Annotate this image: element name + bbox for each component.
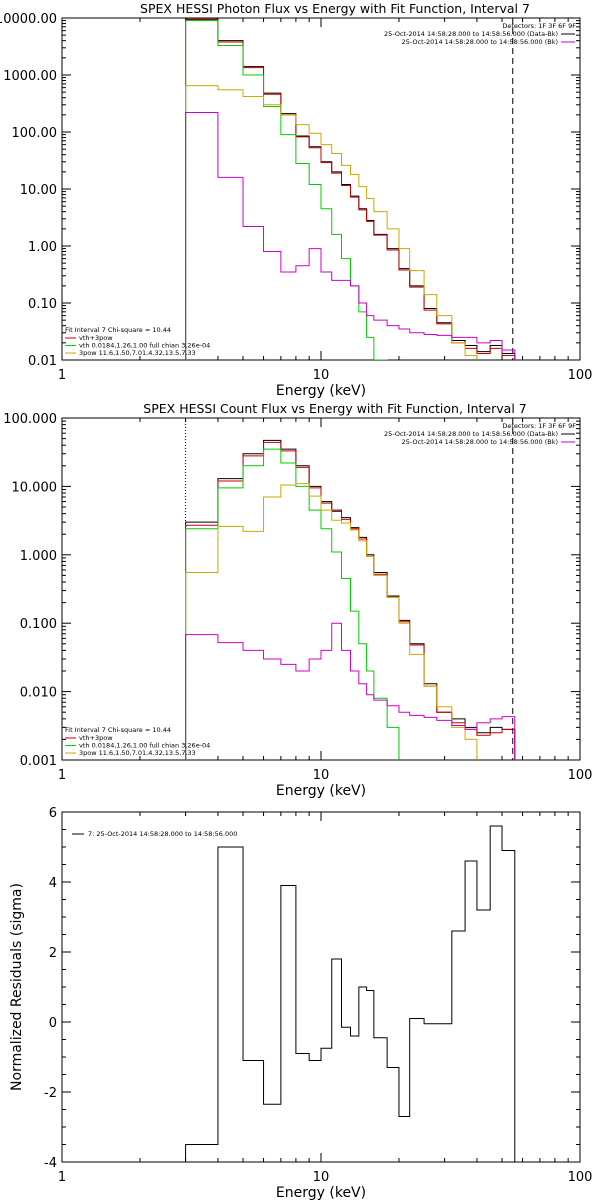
legend-entry: vth+3pow [79, 334, 113, 342]
y-tick-label: 0.001 [20, 754, 57, 769]
y-tick-label: -2 [44, 1086, 57, 1101]
chart-2: 1 10 100 0.001 0.010 0.100 1.000 10.000 100.000 S… [3, 401, 593, 799]
chart-1: 1 10 100 0.01 0.10 1.00 10.00 100.00 1000.00 1000… [0, 1, 593, 399]
series-group [185, 439, 516, 760]
detectors-label: Detectors: 1F 3F 6F 9F [502, 422, 576, 430]
series-1-line [185, 825, 516, 1162]
legend-entry: 3pow 11.6,1.50,7.01,4.32,13.5,7.33 [79, 349, 196, 357]
x-axis-label: Energy (keV) [276, 1185, 366, 1200]
x-tick-label: 1 [58, 368, 66, 383]
chart-3: 1 10 100 -4 -2 0 2 4 6 Energy (keV) Normalized Res… [9, 806, 592, 1200]
y-tick-label: -4 [44, 1156, 57, 1171]
plot-frame [61, 417, 581, 761]
series-1-line [185, 439, 516, 760]
y-tick-label: 6 [49, 806, 57, 821]
time-range-label: 25-Oct-2014 14:58:28.000 to 14:58:56.000… [384, 30, 558, 38]
x-axis-label: Energy (keV) [276, 383, 366, 399]
x-tick-label: 10 [313, 368, 330, 383]
y-tick-label: 0 [49, 1016, 57, 1031]
x-tick-label: 1 [58, 1170, 66, 1185]
series-5-line [185, 622, 516, 760]
chart-title: SPEX HESSI Count Flux vs Energy with Fit… [143, 401, 526, 416]
legend-entry: 7: 25-Oct-2014 14:58:28.000 to 14:58:56.… [88, 830, 237, 838]
y-tick-label: 0.010 [20, 686, 57, 701]
y-tick-label: 4 [49, 876, 57, 891]
x-axis-label: Energy (keV) [276, 783, 366, 799]
series-2-line [185, 441, 516, 760]
legend-entry: vth+3pow [79, 734, 113, 742]
y-tick-label: 2 [49, 946, 57, 961]
fit-info-label: Fit Interval 7 Chi-square = 10.44 [65, 726, 171, 734]
y-tick-label: 100.00 [12, 126, 58, 141]
series-4-line [185, 85, 478, 360]
x-tick-label: 100 [568, 1170, 593, 1185]
series-group [185, 825, 516, 1162]
y-tick-label: 1.00 [28, 240, 57, 255]
time-range-label: 25-Oct-2014 14:58:28.000 to 14:58:56.000… [384, 430, 558, 438]
legend-entry: 3pow 11.6,1.50,7.01,4.32,13.5,7.33 [79, 749, 196, 757]
y-tick-label: 1.000 [20, 549, 57, 564]
series-4-line [185, 483, 478, 760]
y-tick-label: 10000.00 [0, 12, 57, 27]
y-tick-label: 100.000 [3, 412, 57, 427]
series-group [185, 18, 516, 360]
y-axis-label: Normalized Residuals (sigma) [9, 883, 25, 1091]
y-tick-label: 0.100 [20, 617, 57, 632]
y-tick-label: 0.01 [28, 354, 57, 369]
y-tick-label: 1000.00 [3, 69, 57, 84]
time-range-label: 25-Oct-2014 14:58:28.000 to 14:58:56.000… [402, 38, 558, 46]
x-tick-label: 100 [568, 768, 593, 783]
detectors-label: Detectors: 1F 3F 6F 9F [502, 22, 576, 30]
legend-entry: vth 0.0184,1.26,1.00 full chian 3.26e-04 [79, 342, 210, 350]
plot-frame [61, 811, 581, 1163]
chart-title: SPEX HESSI Photon Flux vs Energy with Fi… [140, 1, 530, 16]
y-tick-label: 10.000 [12, 480, 58, 495]
x-tick-label: 1 [58, 768, 66, 783]
x-tick-label: 10 [313, 1170, 330, 1185]
time-range-label: 25-Oct-2014 14:58:28.000 to 14:58:56.000… [402, 438, 558, 446]
y-tick-label: 0.10 [28, 297, 57, 312]
x-tick-label: 100 [568, 368, 593, 383]
legend-entry: vth 0.0184,1.26,1.00 full chian 3.26e-04 [79, 742, 210, 750]
fit-info-label: Fit Interval 7 Chi-square = 10.44 [65, 326, 171, 334]
y-tick-label: 10.00 [20, 183, 57, 198]
series-5-line [185, 111, 516, 360]
x-tick-label: 10 [313, 768, 330, 783]
series-3-line [185, 448, 400, 760]
